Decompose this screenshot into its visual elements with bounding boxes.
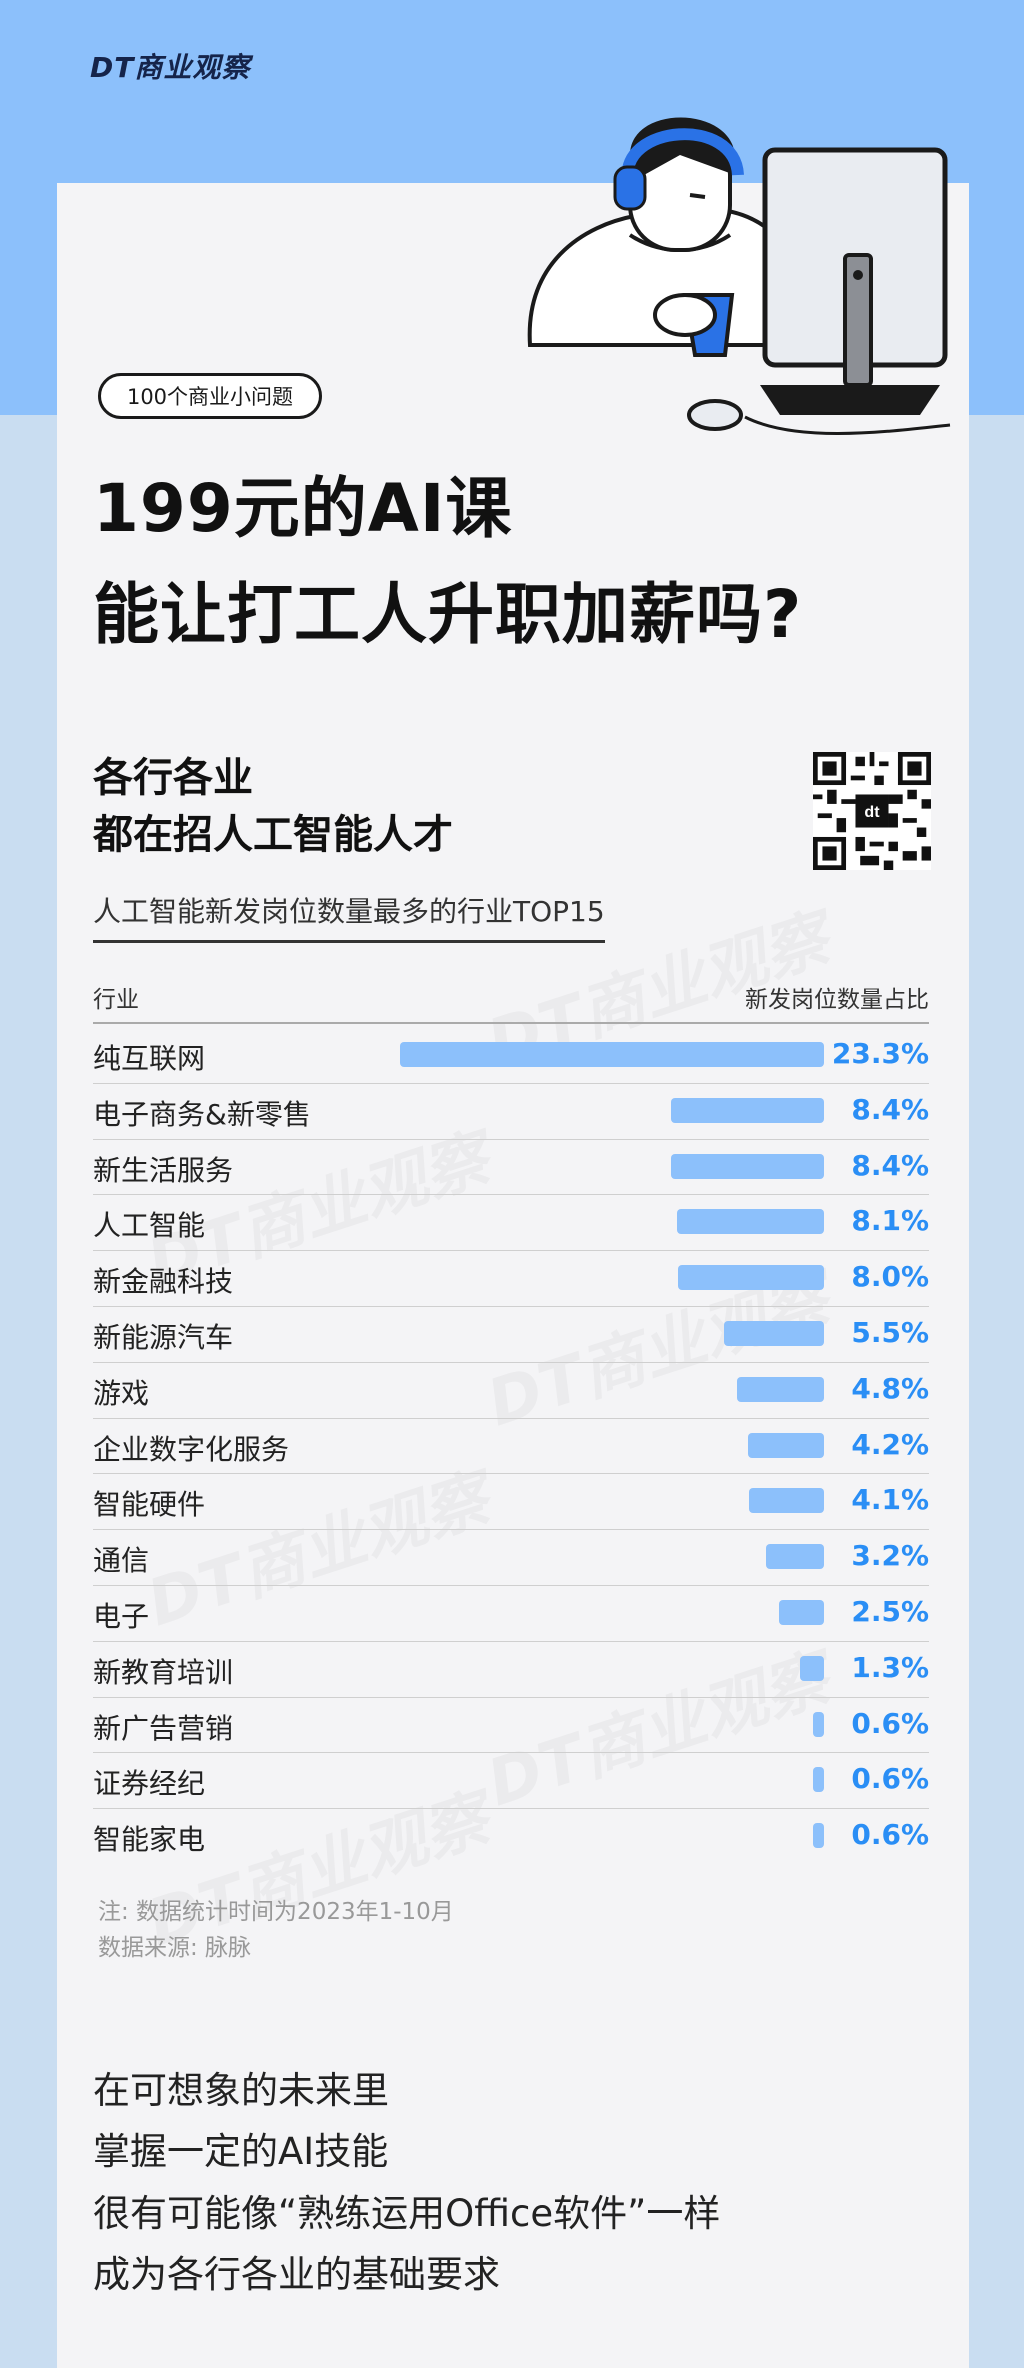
row-divider xyxy=(93,1585,929,1586)
footnote-source: 数据来源: 脉脉 xyxy=(98,1935,252,1961)
value-label: 0.6% xyxy=(851,1818,929,1852)
worker-at-computer-illustration xyxy=(527,117,951,435)
qr-code-icon: dt xyxy=(813,752,931,870)
value-column-header: 新发岗位数量占比 xyxy=(745,987,929,1013)
series-tag: 100个商业小问题 xyxy=(98,373,322,419)
footnote-period: 注: 数据统计时间为2023年1-10月 xyxy=(98,1899,454,1925)
category-label: 新广告营销 xyxy=(93,1711,234,1745)
row-divider xyxy=(93,1473,929,1475)
bar xyxy=(813,1823,824,1849)
bar xyxy=(749,1488,824,1514)
category-label: 电子商务&新零售 xyxy=(93,1097,311,1131)
value-label: 23.3% xyxy=(831,1037,929,1070)
row-divider xyxy=(93,1138,929,1140)
row-divider xyxy=(93,1696,929,1698)
category-label: 通信 xyxy=(93,1544,150,1578)
bar xyxy=(813,1711,824,1737)
category-label: 纯互联网 xyxy=(93,1042,206,1075)
category-label: 人工智能 xyxy=(93,1209,206,1243)
category-label: 游戏 xyxy=(93,1376,150,1410)
bar xyxy=(678,1265,824,1291)
category-label: 新金融科技 xyxy=(93,1265,234,1299)
value-label: 0.6% xyxy=(851,1762,929,1796)
chart-title: 人工智能新发岗位数量最多的行业TOP15 xyxy=(93,890,605,943)
row-divider xyxy=(93,1808,929,1810)
bar xyxy=(723,1321,824,1346)
headline-line-1: 199元的AI课 xyxy=(93,470,513,547)
row-divider xyxy=(93,1194,929,1196)
bar xyxy=(671,1097,824,1123)
category-label: 新教育培训 xyxy=(93,1655,234,1689)
bar xyxy=(778,1600,824,1625)
value-label: 4.2% xyxy=(851,1427,929,1461)
section-title-line-2: 都在招人工智能人才 xyxy=(93,812,453,858)
bar xyxy=(676,1209,824,1235)
row-divider xyxy=(93,1640,929,1642)
closing-line-2: 掌握一定的AI技能 xyxy=(93,2130,389,2173)
value-label: 8.4% xyxy=(851,1092,929,1126)
bar xyxy=(736,1376,824,1402)
closing-line-3: 很有可能像“熟练运用Office软件”一样 xyxy=(93,2192,721,2235)
value-label: 4.1% xyxy=(851,1483,929,1517)
row-divider xyxy=(93,1529,929,1531)
header-divider xyxy=(93,1022,929,1024)
value-label: 8.1% xyxy=(851,1204,929,1238)
value-label: 3.2% xyxy=(851,1539,929,1573)
value-label: 1.3% xyxy=(851,1650,929,1684)
row-divider xyxy=(93,1250,929,1252)
bar xyxy=(800,1655,824,1681)
headline-line-2: 能让打工人升职加薪吗? xyxy=(93,576,803,653)
row-divider xyxy=(93,1306,929,1307)
category-column-header: 行业 xyxy=(93,987,139,1013)
bar xyxy=(813,1767,824,1793)
value-label: 8.0% xyxy=(851,1260,929,1294)
row-divider xyxy=(93,1417,929,1419)
category-label: 新生活服务 xyxy=(93,1153,234,1187)
value-label: 0.6% xyxy=(851,1706,929,1740)
section-title-line-1: 各行各业 xyxy=(93,755,253,801)
value-label: 4.8% xyxy=(851,1371,929,1405)
bar xyxy=(400,1042,824,1067)
value-label: 2.5% xyxy=(851,1595,929,1628)
bar xyxy=(765,1544,824,1570)
brand-logo: DT商业观察 xyxy=(90,51,251,84)
category-label: 智能硬件 xyxy=(93,1488,206,1522)
closing-line-4: 成为各行各业的基础要求 xyxy=(93,2253,500,2296)
svg-text:dt: dt xyxy=(864,803,880,821)
value-label: 8.4% xyxy=(851,1148,929,1182)
bar xyxy=(671,1153,824,1179)
closing-line-1: 在可想象的未来里 xyxy=(93,2069,389,2112)
row-divider xyxy=(93,1361,929,1363)
category-label: 智能家电 xyxy=(93,1823,206,1857)
row-divider xyxy=(93,1752,929,1754)
category-label: 证券经纪 xyxy=(93,1767,206,1801)
category-label: 电子 xyxy=(93,1600,150,1633)
bar xyxy=(747,1432,824,1458)
value-label: 5.5% xyxy=(851,1316,929,1349)
row-divider xyxy=(93,1082,929,1084)
category-label: 企业数字化服务 xyxy=(93,1432,290,1466)
category-label: 新能源汽车 xyxy=(93,1321,234,1354)
